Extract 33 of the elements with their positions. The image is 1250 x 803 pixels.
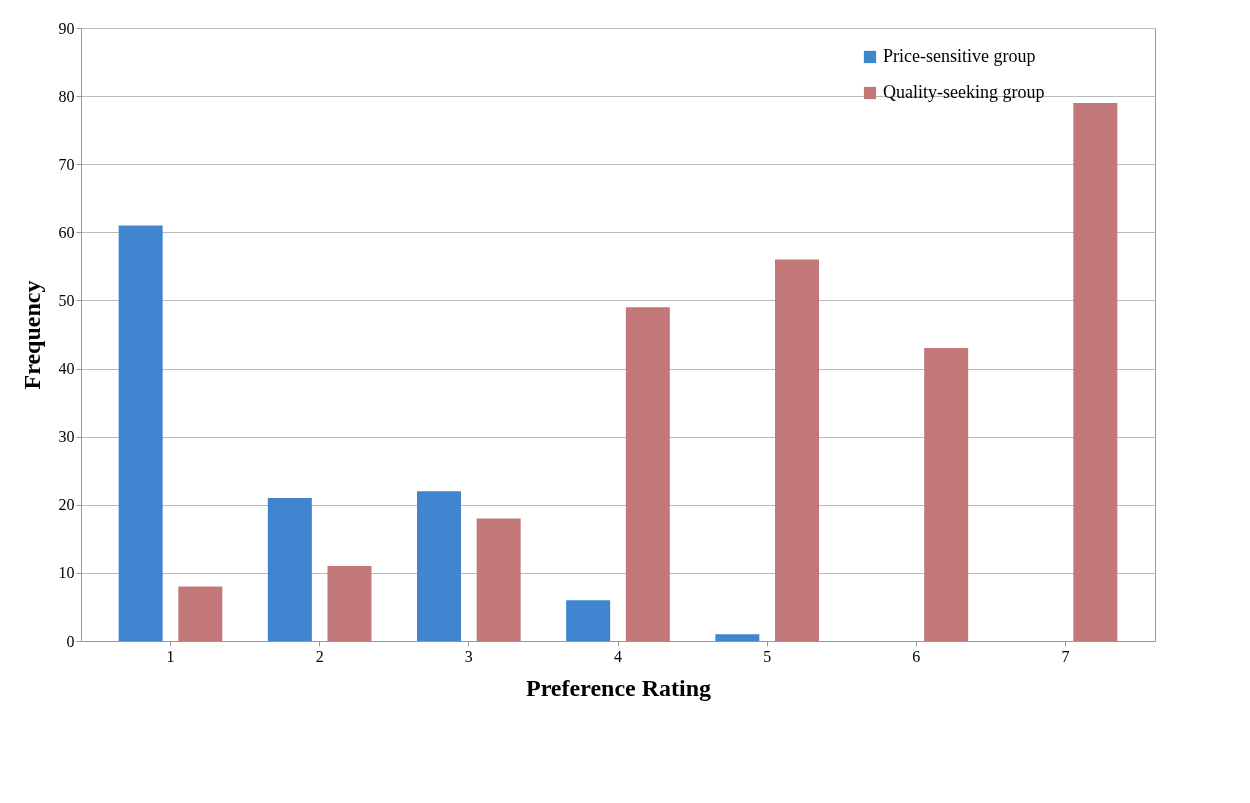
y-tick-label: 60 [58,223,75,241]
x-axis-title: Preference Rating [525,674,712,701]
bar [924,348,969,641]
bar [178,586,223,641]
y-tick-label: 0 [66,632,75,650]
bar [1073,102,1118,641]
y-axis-title: Frequency [18,280,45,390]
x-tick-label: 3 [464,647,473,665]
y-tick-label: 40 [58,360,75,378]
x-tick-label: 2 [315,647,324,665]
x-tick-label: 7 [1061,647,1070,665]
x-tick-label: 1 [166,647,175,665]
y-tick-label: 20 [58,496,75,514]
y-tick-label: 90 [58,19,75,37]
bar [476,518,521,641]
y-tick-label: 80 [58,87,75,105]
y-tick-label: 10 [58,564,75,582]
y-tick-label: 70 [58,155,75,173]
bar [267,497,312,641]
bar [566,600,611,641]
bar [775,259,819,641]
bar [327,566,372,641]
x-tick-label: 4 [614,647,622,665]
bar [715,634,760,641]
bar [625,307,670,641]
bar [417,491,461,641]
bar [118,225,163,641]
y-tick-label: 30 [58,428,75,446]
y-tick-label: 50 [58,291,75,309]
legend-label: Price-sensitive group [883,46,1036,66]
legend-label: Quality-seeking group [883,82,1045,102]
x-tick-label: 5 [763,647,772,665]
x-tick-label: 6 [912,647,921,665]
